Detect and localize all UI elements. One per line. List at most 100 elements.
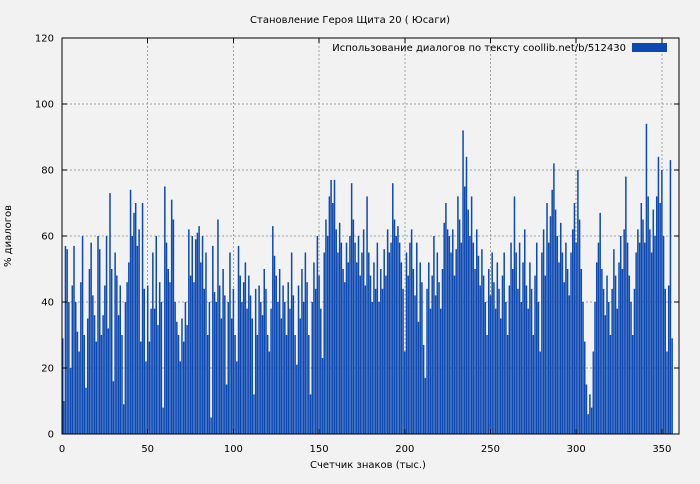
bar <box>395 236 397 434</box>
bar <box>599 212 601 434</box>
bar <box>131 236 134 434</box>
bar <box>203 288 206 434</box>
bar <box>215 302 217 434</box>
bar <box>254 288 257 434</box>
y-tick-label: 20 <box>41 364 54 375</box>
bar <box>105 236 108 434</box>
bar <box>592 351 595 434</box>
bar <box>88 269 91 434</box>
bar <box>616 308 619 434</box>
bar <box>554 209 557 434</box>
bar <box>296 364 298 434</box>
bar <box>474 269 476 434</box>
bar <box>469 236 471 434</box>
bar <box>582 302 584 434</box>
bar <box>537 302 540 434</box>
bar <box>637 229 639 434</box>
bar <box>272 226 274 434</box>
bar <box>486 335 488 434</box>
bar <box>503 252 505 434</box>
bar <box>436 252 439 434</box>
y-tick-label: 0 <box>48 430 54 441</box>
bar <box>491 252 493 434</box>
legend-swatch <box>632 43 667 52</box>
x-tick-label: 100 <box>224 444 243 455</box>
bar <box>589 394 591 434</box>
bar <box>618 262 620 434</box>
bar <box>659 203 661 434</box>
x-tick-label: 50 <box>141 444 154 455</box>
bar <box>590 407 593 434</box>
bar <box>345 242 348 434</box>
bar <box>92 295 94 434</box>
bar <box>542 229 545 434</box>
bar <box>361 252 363 434</box>
bar <box>539 351 541 434</box>
bar <box>270 308 272 434</box>
bar <box>369 275 372 434</box>
bar <box>462 130 464 434</box>
bar <box>97 236 99 434</box>
bar <box>512 269 514 434</box>
bar <box>373 262 375 434</box>
bar <box>148 341 151 434</box>
bar <box>524 229 526 434</box>
bar <box>78 351 80 434</box>
bar <box>614 275 617 434</box>
bar <box>666 351 668 434</box>
bar <box>571 229 574 434</box>
bar <box>119 285 122 434</box>
bar <box>332 203 334 434</box>
bar <box>527 308 529 434</box>
bar <box>121 335 123 434</box>
bar <box>342 269 344 434</box>
y-tick-label: 40 <box>41 298 54 309</box>
bar <box>513 196 516 434</box>
bar <box>667 285 670 434</box>
bar <box>374 288 377 434</box>
bar <box>585 384 588 434</box>
bar <box>525 285 528 434</box>
bar <box>426 288 428 434</box>
bar <box>488 269 490 434</box>
bar <box>587 414 589 434</box>
y-tick-label: 80 <box>41 166 54 177</box>
bar <box>534 275 536 434</box>
bar <box>344 282 346 434</box>
bar <box>90 242 92 434</box>
bar <box>565 242 567 434</box>
bar <box>645 123 648 435</box>
bar <box>162 407 164 434</box>
bar <box>441 269 444 434</box>
bar <box>282 285 284 434</box>
gridlines <box>62 38 679 434</box>
bar <box>73 245 75 434</box>
bar <box>496 262 499 434</box>
bar <box>547 242 550 434</box>
bar <box>278 269 281 434</box>
bar <box>385 275 387 434</box>
bar <box>388 252 391 434</box>
bar <box>330 179 332 434</box>
bar <box>518 242 521 434</box>
bar <box>268 351 271 434</box>
bar <box>364 285 367 434</box>
bar <box>601 269 603 434</box>
bar <box>261 315 264 434</box>
bar <box>191 236 194 434</box>
bar <box>107 328 110 434</box>
bar <box>117 315 120 434</box>
bar <box>292 295 295 434</box>
bar <box>177 335 180 434</box>
bar <box>236 361 238 434</box>
bar <box>318 275 320 434</box>
bar <box>626 242 629 434</box>
bar <box>201 236 204 434</box>
bar <box>460 242 463 434</box>
bar <box>407 275 409 434</box>
bar <box>583 341 586 434</box>
bar <box>482 275 485 434</box>
bar <box>398 242 401 434</box>
bar <box>467 209 469 434</box>
bar <box>505 302 507 434</box>
